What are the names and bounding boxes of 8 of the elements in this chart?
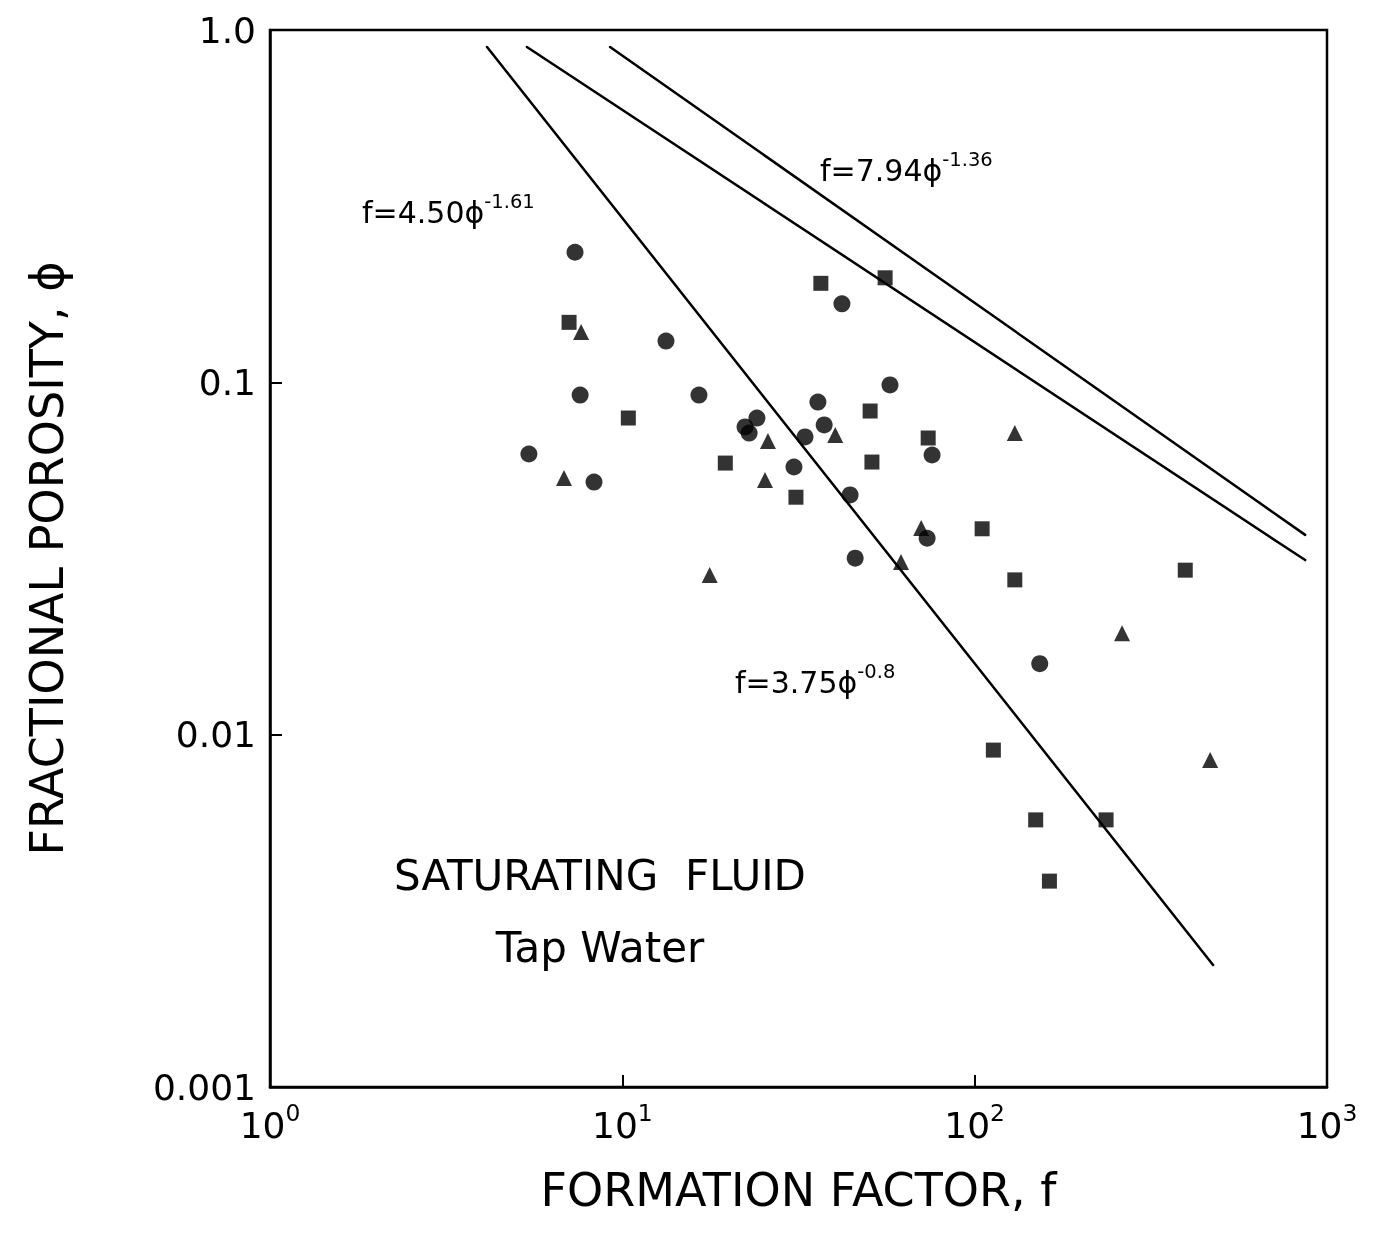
- y-tick-label: 0.001: [152, 1066, 256, 1108]
- y-tick-label: 0.1: [198, 361, 256, 403]
- annotation: SATURATING FLUID: [394, 850, 806, 900]
- y-tick-label: 0.01: [175, 714, 256, 756]
- y-tick-label: 1.0: [198, 9, 256, 51]
- y-axis-title: FRACTIONAL POROSITY, ϕ: [20, 261, 74, 856]
- x-axis-title: FORMATION FACTOR, f: [540, 1163, 1059, 1217]
- annotation: Tap Water: [494, 922, 706, 972]
